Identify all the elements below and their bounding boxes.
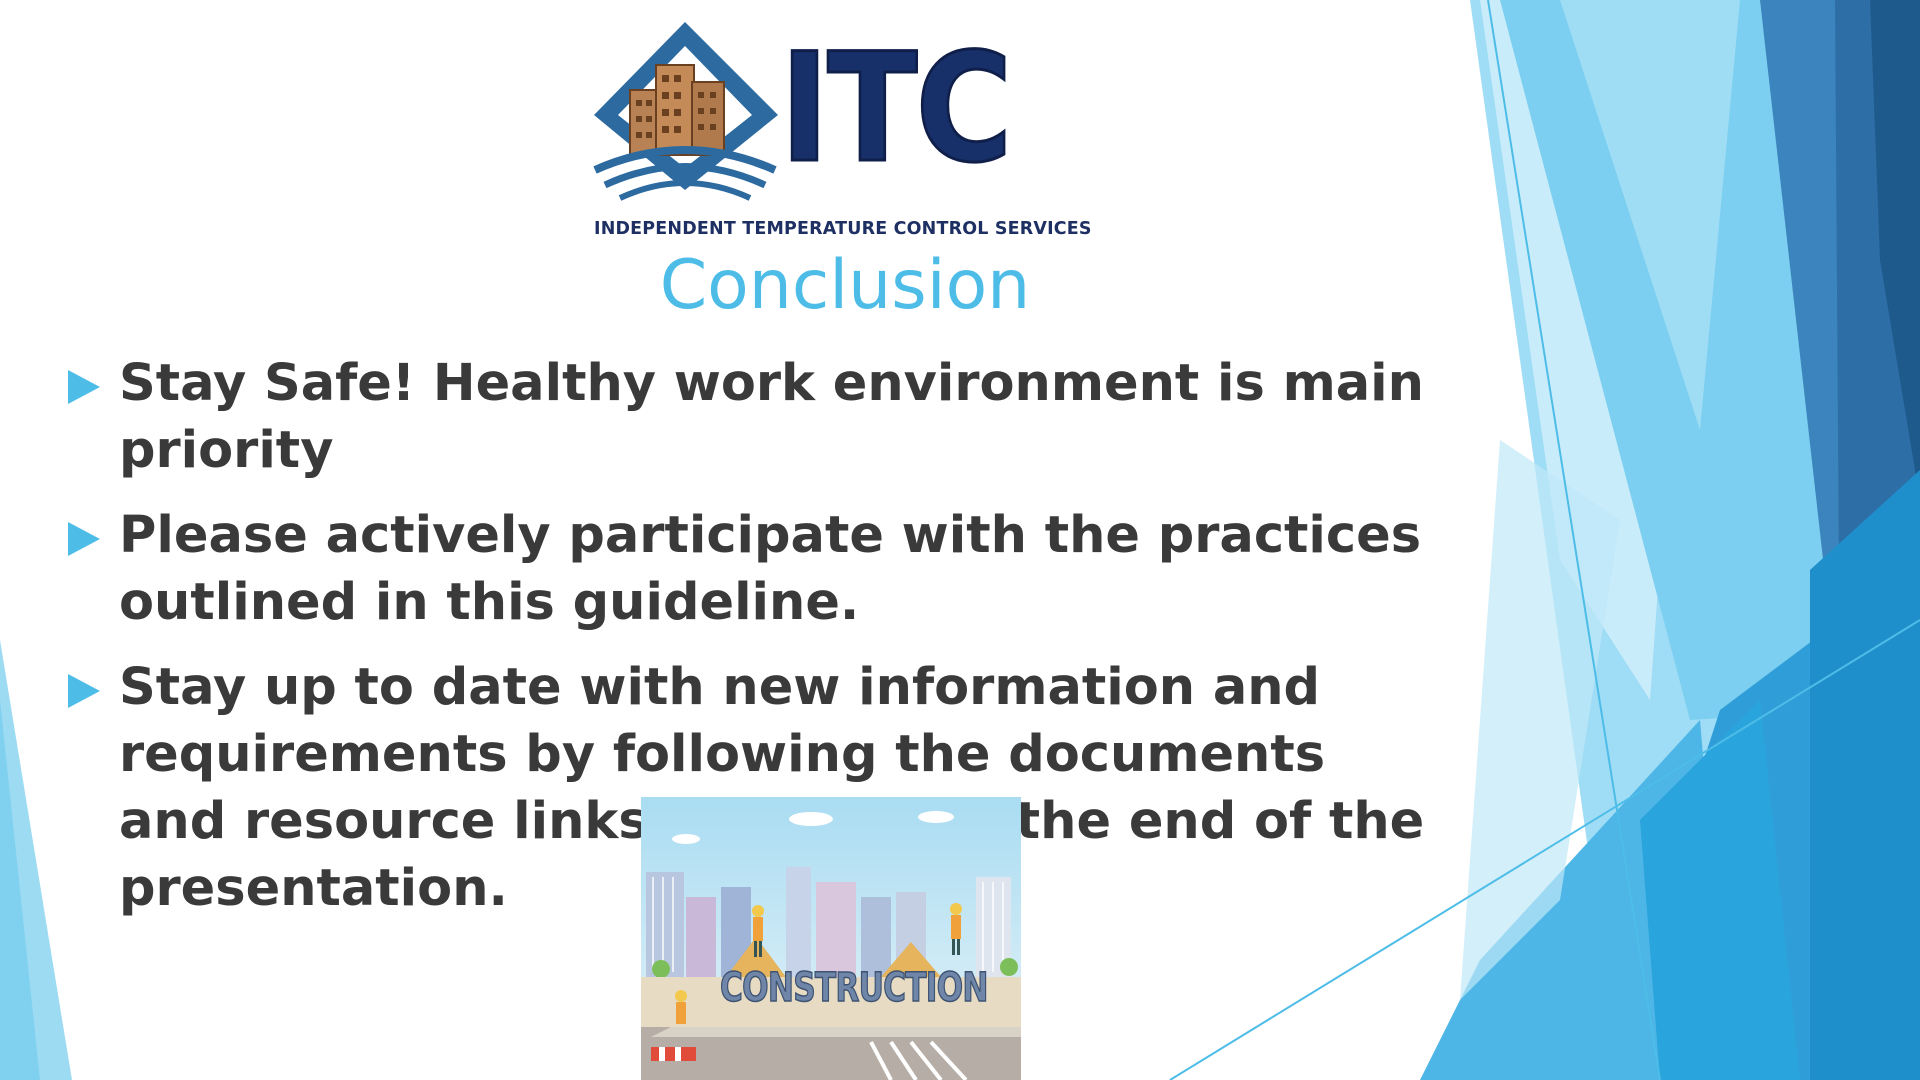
bullet-text: Please actively participate with the pra… xyxy=(119,506,1422,632)
bullet-arrow-icon xyxy=(68,522,100,556)
building-logo-icon xyxy=(593,22,778,201)
logo-tagline: INDEPENDENT TEMPERATURE CONTROL SERVICES xyxy=(594,218,1092,239)
bullet-arrow-icon xyxy=(68,370,100,404)
bullet-arrow-icon xyxy=(68,674,100,708)
slide-title: Conclusion xyxy=(659,246,1031,325)
construction-city-icon xyxy=(641,797,1021,1080)
construction-illustration: CONSTRUCTION xyxy=(641,797,1021,1080)
construction-label: CONSTRUCTION xyxy=(719,964,989,1012)
bullet-item: Please actively participate with the pra… xyxy=(64,502,1619,636)
logo-wordmark: ITC xyxy=(779,22,1014,196)
bullet-text: Stay Safe! Healthy work environment is m… xyxy=(119,354,1424,480)
company-logo: ITC INDEPENDENT TEMPERATURE CONTROL SERV… xyxy=(590,20,1091,239)
bullet-item: Stay Safe! Healthy work environment is m… xyxy=(64,350,1579,484)
